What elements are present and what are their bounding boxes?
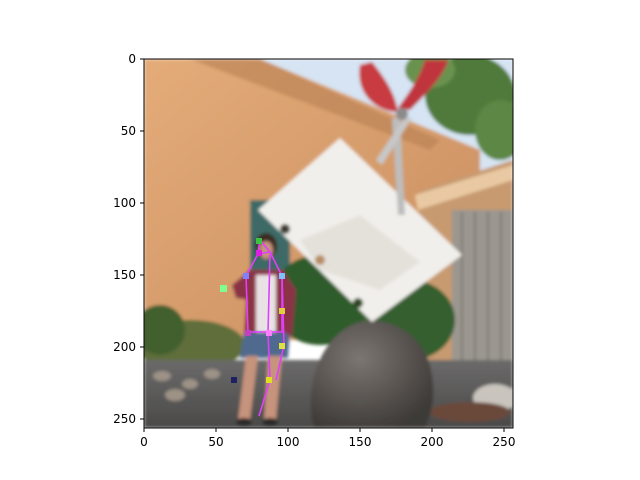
x-tick-label: 0: [140, 435, 148, 449]
keypoint-face: [256, 250, 262, 256]
keypoint-right-wrist: [279, 343, 285, 349]
y-tick-label: 0: [128, 52, 136, 66]
y-tick-label: 150: [113, 268, 136, 282]
x-tick-label: 150: [349, 435, 372, 449]
y-tick-label: 50: [121, 124, 136, 138]
y-tick-label: 200: [113, 340, 136, 354]
keypoint-right-shoulder: [279, 273, 285, 279]
keypoint-left-ankle: [231, 377, 237, 383]
x-tick-labels: 0 50 100 150 200 250: [140, 435, 515, 449]
keypoint-right-hip: [266, 330, 272, 336]
photo: [135, 52, 525, 428]
keypoint-head: [256, 238, 262, 244]
keypoint-left-hip: [245, 330, 251, 336]
keypoint-knee: [266, 377, 272, 383]
x-tick-label: 250: [493, 435, 516, 449]
x-tick-label: 200: [421, 435, 444, 449]
y-tick-label: 250: [113, 412, 136, 426]
y-tick-marks: [140, 59, 144, 419]
y-tick-label: 100: [113, 196, 136, 210]
keypoint-right-elbow: [279, 308, 285, 314]
x-tick-marks: [144, 428, 504, 432]
x-tick-label: 50: [208, 435, 223, 449]
keypoint-left-shoulder: [243, 273, 249, 279]
keypoint-left-hand: [220, 285, 227, 292]
x-tick-label: 100: [277, 435, 300, 449]
y-tick-labels: 0 50 100 150 200 250: [113, 52, 136, 426]
